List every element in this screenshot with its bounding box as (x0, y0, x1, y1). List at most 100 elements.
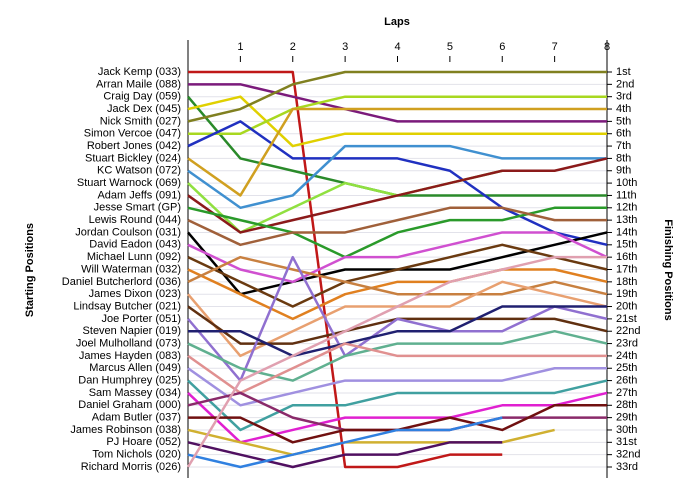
y2-tick-label: 8th (616, 152, 631, 164)
series-line (187, 268, 608, 321)
y2-tick-label: 22nd (616, 325, 640, 337)
series-label: Joel Mulholland (073) (76, 337, 181, 349)
series-line (187, 95, 607, 148)
y2-tick-label: 14th (616, 226, 637, 238)
y2-tick-label: 5th (616, 115, 631, 127)
series-label: Jack Kemp (033) (98, 66, 181, 78)
y2-tick-label: 21st (616, 313, 637, 325)
y2-tick-label: 17th (616, 263, 637, 275)
y2-tick-label: 6th (616, 128, 631, 140)
y-axis-label: Starting Positions (24, 223, 36, 317)
x-tick-label: 5 (447, 41, 453, 53)
y2-tick-label: 25th (616, 362, 637, 374)
y2-tick-label: 4th (616, 103, 631, 115)
y2-tick-label: 9th (616, 165, 631, 177)
series-label: Adam Jeffs (091) (97, 189, 181, 201)
series-line (186, 255, 607, 468)
y2-tick-label: 33rd (616, 461, 638, 473)
series-label: David Eadon (043) (89, 239, 181, 251)
series-label: Craig Day (059) (103, 91, 181, 103)
y2-tick-label: 13th (616, 214, 637, 226)
y2-tick-label: 3rd (616, 91, 632, 103)
series-label: Daniel Graham (000) (78, 399, 181, 411)
series-label: James Robinson (038) (70, 424, 181, 436)
series-line (187, 243, 608, 308)
series-label: Sam Massey (034) (89, 387, 181, 399)
y2-tick-label: 10th (616, 177, 637, 189)
series-label: PJ Hoare (052) (106, 436, 181, 448)
series-label: Marcus Allen (049) (89, 362, 181, 374)
series-line (187, 441, 503, 469)
series-line (187, 206, 607, 259)
series-line (188, 70, 503, 469)
y2-tick-label: 30th (616, 424, 637, 436)
y2-tick-label: 26th (616, 375, 637, 387)
x-tick-label: 7 (552, 41, 558, 53)
y2-tick-label: 18th (616, 276, 637, 288)
series-line (187, 144, 607, 210)
series-label: Stuart Bickley (024) (85, 152, 181, 164)
series-line (187, 231, 608, 284)
series-label: James Hayden (083) (79, 350, 181, 362)
y2-tick-label: 12th (616, 202, 637, 214)
series-label: Jordan Coulson (031) (75, 226, 181, 238)
series-label: KC Watson (072) (97, 165, 181, 177)
y2-tick-label: 24th (616, 350, 637, 362)
y2-tick-label: 27th (616, 387, 637, 399)
series-line (187, 342, 607, 395)
y2-tick-label: 1st (616, 66, 631, 78)
series-label: Steven Napier (019) (83, 325, 181, 337)
series-label: Will Waterman (032) (81, 263, 181, 275)
x-tick-label: 6 (499, 41, 505, 53)
y2-tick-label: 16th (616, 251, 637, 263)
series-label: Nick Smith (027) (100, 115, 181, 127)
series-label: Daniel Butcherlord (036) (62, 276, 181, 288)
y2-tick-label: 28th (616, 399, 637, 411)
series-label: Arran Maile (088) (96, 78, 181, 90)
y2-tick-label: 11th (616, 189, 637, 201)
series-line (187, 120, 608, 247)
series-line (187, 391, 608, 444)
series-line (187, 157, 608, 234)
y2-tick-label: 29th (616, 412, 637, 424)
y2-tick-label: 31st (616, 436, 637, 448)
y2-axis-label: Finishing Positions (662, 219, 674, 320)
y2-tick-label: 2nd (616, 78, 634, 90)
x-tick-label: 1 (237, 41, 243, 53)
series-line (187, 70, 607, 123)
series-label: Dan Humphrey (025) (78, 375, 181, 387)
y2-tick-label: 15th (616, 239, 637, 251)
series-line (188, 95, 607, 135)
series-line (187, 206, 607, 247)
series-label: Lindsay Butcher (021) (73, 300, 181, 312)
series-line (187, 169, 503, 234)
series-line (188, 305, 607, 358)
series-label: Joe Porter (051) (102, 313, 181, 325)
y2-tick-label: 23rd (616, 337, 638, 349)
y2-tick-label: 32nd (616, 449, 640, 461)
series-label: Lewis Round (044) (89, 214, 181, 226)
y2-tick-label: 19th (616, 288, 637, 300)
series-line (187, 416, 503, 469)
series-label: Jack Dex (045) (107, 103, 181, 115)
series-label: Richard Morris (026) (81, 461, 181, 473)
x-tick-label: 3 (342, 41, 348, 53)
series-label: James Dixon (023) (89, 288, 181, 300)
series-line (187, 255, 608, 296)
x-tick-label: 2 (290, 41, 296, 53)
series-line (188, 404, 607, 444)
series-line (188, 83, 607, 123)
series-line (187, 379, 608, 432)
y2-tick-label: 7th (616, 140, 631, 152)
series-line (187, 107, 607, 197)
x-tick-label: 4 (394, 41, 400, 53)
x-axis-label: Laps (384, 16, 410, 28)
series-label: Stuart Warnock (069) (77, 177, 181, 189)
y2-tick-label: 20th (616, 300, 637, 312)
series-label: Michael Lunn (092) (87, 251, 181, 263)
series-label: Tom Nichols (020) (92, 449, 181, 461)
series-label: Robert Jones (042) (87, 140, 181, 152)
x-tick-label: 8 (604, 41, 610, 53)
series-label: Simon Vercoe (047) (84, 128, 181, 140)
